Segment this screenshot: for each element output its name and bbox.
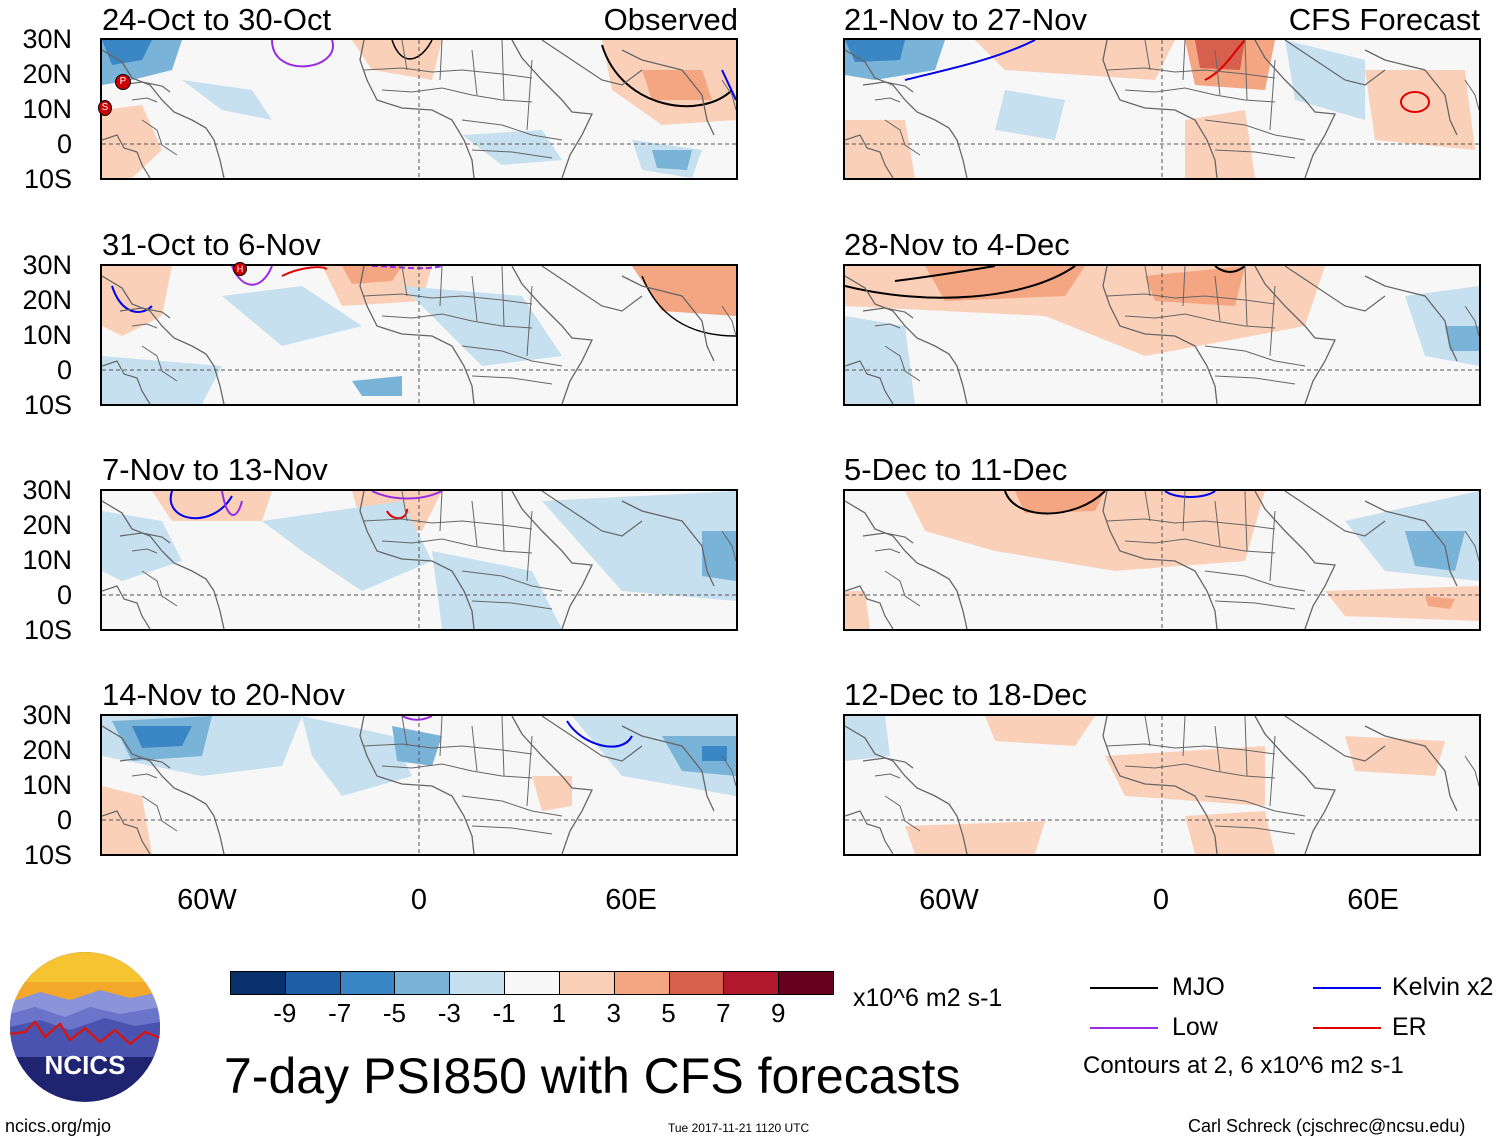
legend-label-mjo: MJO: [1172, 973, 1225, 1001]
colorbar-swatch: [778, 971, 834, 995]
colorbar-tick-label: 9: [770, 998, 786, 1028]
map-panel-8-field: [845, 716, 1479, 854]
lat-label: 30N: [22, 250, 72, 280]
map-panel-7: [843, 489, 1481, 631]
colorbar-tick-label: 3: [606, 998, 621, 1028]
lat-label: 10N: [22, 320, 72, 350]
colorbar-swatch: [449, 971, 506, 995]
colorbar-tick-label: 7: [716, 998, 731, 1028]
lat-label: 10S: [23, 615, 72, 645]
colorbar-units: x10^6 m2 s-1: [853, 984, 1003, 1012]
panel-title-2: 31-Oct to 6-Nov: [102, 227, 321, 262]
lat-label: 10S: [23, 390, 72, 420]
main-title: 7-day PSI850 with CFS forecasts: [224, 1048, 961, 1104]
lon-label-right-60w: 60W: [919, 884, 979, 916]
lat-label: 0: [56, 355, 72, 385]
map-panel-5-field: [845, 40, 1479, 178]
map-panel-7-field: [845, 491, 1479, 629]
panel-title-7: 5-Dec to 11-Dec: [844, 452, 1068, 487]
ncics-logo: NCICS: [10, 952, 160, 1102]
lon-label-right-0: 0: [1152, 884, 1170, 916]
lat-label: 30N: [22, 475, 72, 505]
map-panel-6-field: [845, 266, 1479, 404]
legend-label-low: Low: [1172, 1013, 1218, 1041]
legend-line-kelvin: [1313, 987, 1381, 989]
panel-label-cfs: CFS Forecast: [1288, 2, 1480, 37]
lat-label: 30N: [22, 700, 72, 730]
lon-label-left-60w: 60W: [177, 884, 237, 916]
logo-text: NCICS: [44, 1050, 126, 1080]
legend-line-er: [1313, 1027, 1381, 1029]
logo-landscape-icon: [10, 952, 160, 1057]
lat-label: 10S: [23, 840, 72, 870]
map-panel-3: [100, 489, 738, 631]
footer-credit: Carl Schreck (cjschrec@ncsu.edu): [1188, 1116, 1466, 1136]
panel-title-6: 28-Nov to 4-Dec: [844, 227, 1070, 262]
colorbar-tick-label: 5: [661, 998, 676, 1028]
lat-label: 0: [56, 580, 72, 610]
legend-line-mjo: [1090, 987, 1158, 989]
panel-title-3: 7-Nov to 13-Nov: [102, 452, 328, 487]
map-panel-6: [843, 264, 1481, 406]
lat-label: 20N: [22, 510, 72, 540]
colorbar-tick-label: -7: [328, 998, 352, 1028]
colorbar-swatch: [504, 971, 560, 995]
colorbar-swatch: [394, 971, 451, 995]
storm-marker-h: H: [233, 262, 247, 276]
colorbar-swatch: [558, 971, 615, 995]
lon-label-right-60e: 60E: [1347, 884, 1399, 916]
lon-label-left-0: 0: [410, 884, 428, 916]
lat-label: 10N: [22, 545, 72, 575]
panel-label-observed: Observed: [603, 2, 738, 37]
map-panel-2-field: [102, 266, 736, 404]
lat-label: 20N: [22, 285, 72, 315]
map-panel-4-field: [102, 716, 736, 854]
lon-label-left-60e: 60E: [605, 884, 657, 916]
lat-label: 30N: [22, 24, 72, 54]
lat-label: 10S: [23, 164, 72, 194]
storm-marker-s: S: [98, 100, 112, 116]
colorbar-swatch: [339, 971, 396, 995]
colorbar-swatch: [668, 971, 725, 995]
panel-title-5: 21-Nov to 27-Nov: [844, 2, 1087, 37]
panel-title-4: 14-Nov to 20-Nov: [102, 677, 345, 712]
colorbar-tick-label: -3: [437, 998, 461, 1028]
footer-url[interactable]: ncics.org/mjo: [5, 1116, 112, 1136]
colorbar-swatch: [723, 971, 780, 995]
map-panel-2: [100, 264, 738, 406]
legend-line-low: [1090, 1027, 1158, 1029]
lat-label: 0: [56, 129, 72, 159]
colorbar-swatch: [230, 971, 286, 995]
lat-label: 10N: [22, 94, 72, 124]
map-panel-8: [843, 714, 1481, 856]
map-panel-4: [100, 714, 738, 856]
legend-label-kelvin: Kelvin x2: [1392, 973, 1494, 1001]
panel-title-8: 12-Dec to 18-Dec: [844, 677, 1087, 712]
map-panel-5: [843, 38, 1481, 180]
lat-label: 0: [56, 805, 72, 835]
lat-label: 20N: [22, 59, 72, 89]
colorbar-tick-label: -1: [492, 998, 516, 1028]
panel-title-1: 24-Oct to 30-Oct: [102, 2, 332, 37]
footer-timestamp: Tue 2017-11-21 1120 UTC: [668, 1121, 810, 1135]
colorbar-tick-label: -5: [382, 998, 407, 1028]
colorbar-tick-label: -9: [273, 998, 297, 1028]
colorbar-tick-label: 1: [551, 998, 567, 1028]
colorbar-swatch: [284, 971, 341, 995]
map-panel-1: [100, 38, 738, 180]
map-panel-3-field: [102, 491, 736, 629]
storm-marker-p: P: [115, 74, 131, 90]
lat-label: 10N: [22, 770, 72, 800]
colorbar-swatch: [613, 971, 670, 995]
legend-label-er: ER: [1392, 1013, 1427, 1041]
legend-note: Contours at 2, 6 x10^6 m2 s-1: [1083, 1052, 1404, 1079]
lat-label: 20N: [22, 735, 72, 765]
map-panel-1-field: [102, 40, 736, 178]
